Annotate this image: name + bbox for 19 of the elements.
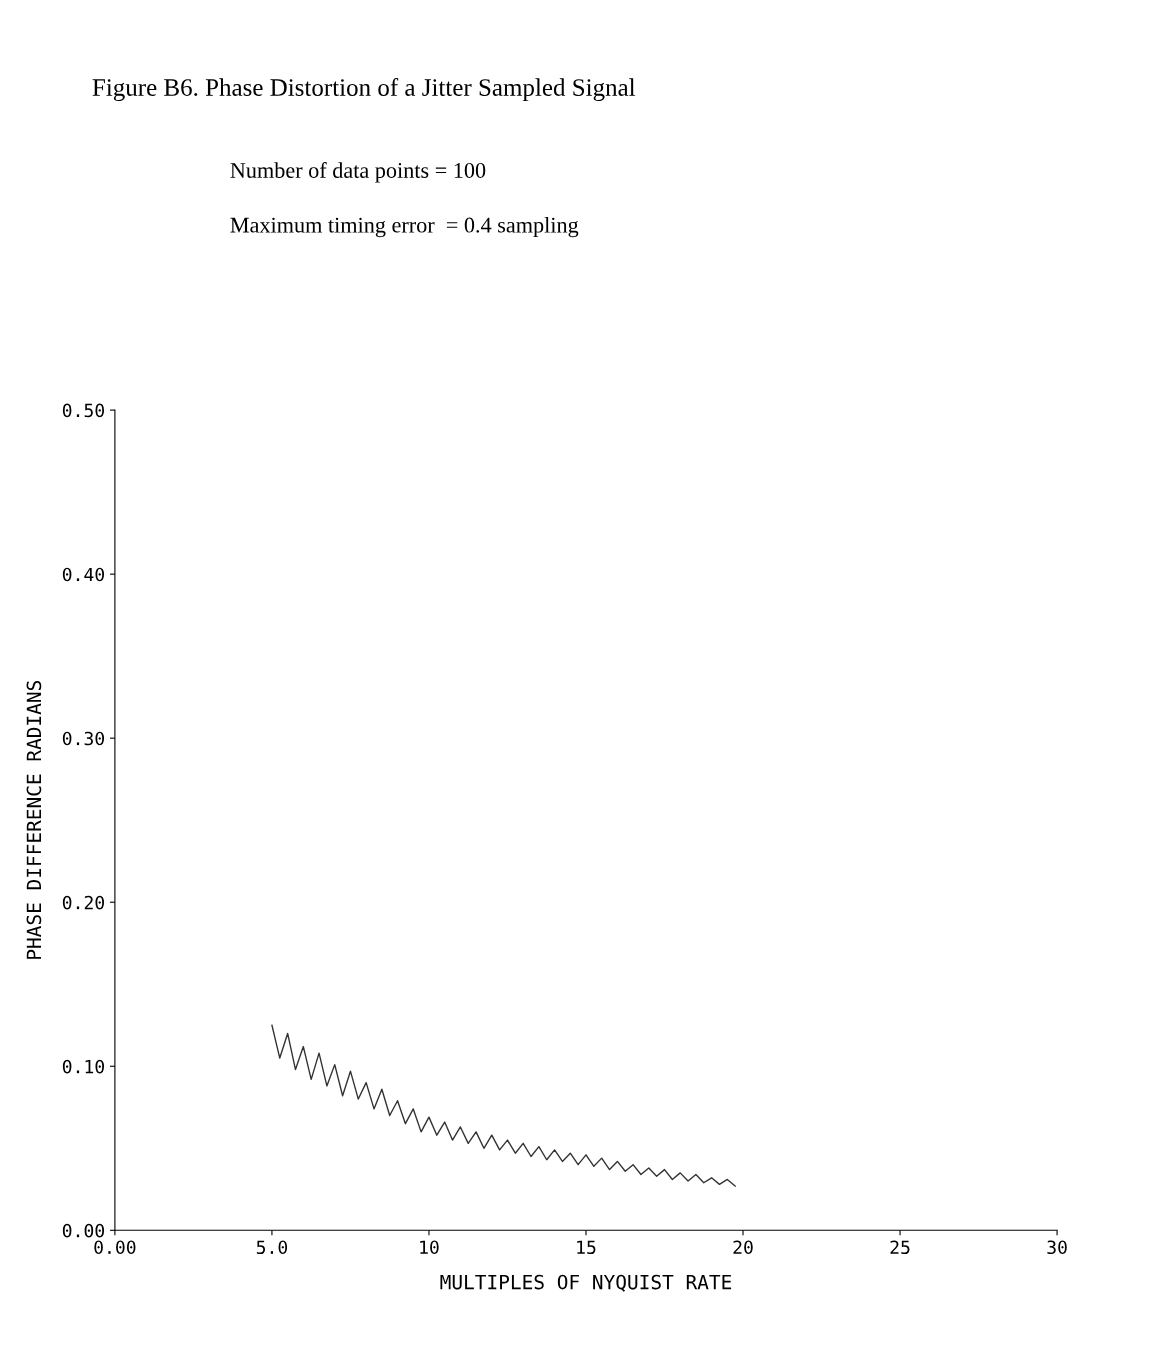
- x-axis-title: MULTIPLES OF NYQUIST RATE: [440, 1274, 732, 1292]
- y-tick-label: 0.10: [62, 1059, 105, 1074]
- text: Number of data points = 100: [230, 162, 486, 183]
- y-tick-label: 0.40: [62, 567, 105, 582]
- x-tick-label: 25: [890, 1240, 910, 1255]
- y-axis-title: PHASE DIFFERENCE RADIANS: [26, 681, 42, 959]
- x-tick-label: 15: [577, 1240, 596, 1255]
- chart-title: Figure B6. Phase Distortion of a Jitter Sampled Signal: [92, 78, 636, 102]
- text: Maximum timing error = 0.4 sampling: [230, 216, 579, 238]
- y-tick-label: 0.20: [62, 895, 105, 910]
- x-tick-label: 5.0: [256, 1240, 288, 1255]
- line-series: [271, 1024, 736, 1187]
- x-tick-label: 30: [1047, 1240, 1067, 1255]
- x-tick-label: 10: [420, 1240, 439, 1255]
- x-tick-label: 20: [733, 1240, 753, 1255]
- x-tick-label: 0.00: [94, 1240, 136, 1255]
- y-tick-label: 0.50: [62, 403, 105, 418]
- y-tick-label: 0.00: [62, 1223, 105, 1238]
- y-tick-label: 0.30: [62, 731, 105, 746]
